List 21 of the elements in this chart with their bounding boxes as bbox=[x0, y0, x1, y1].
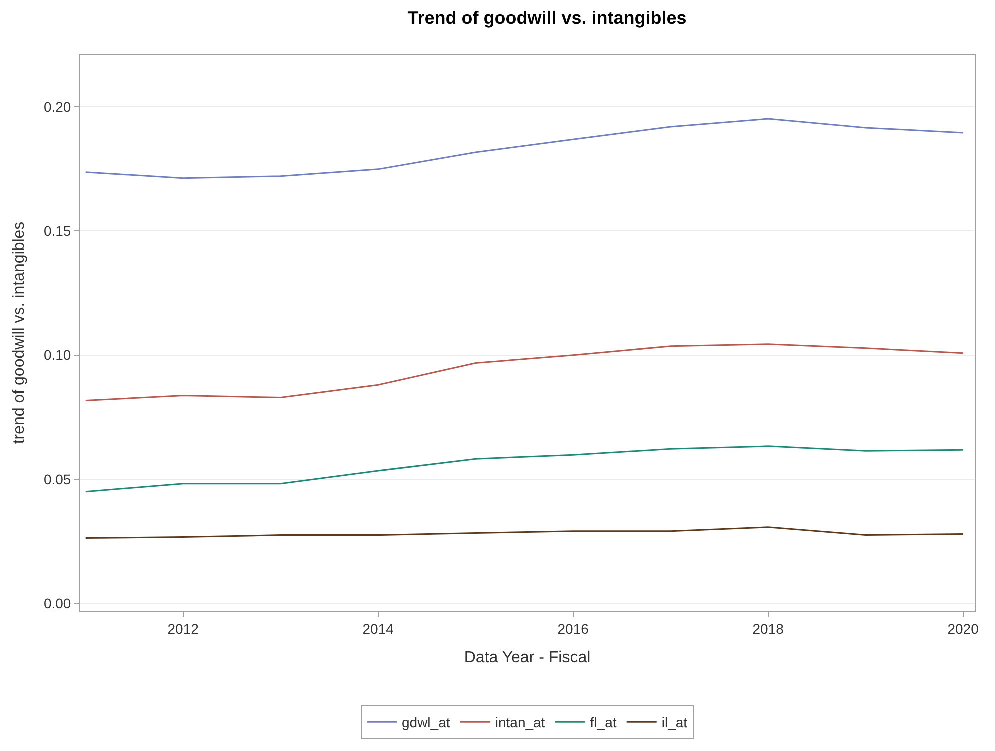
x-tick-label: 2014 bbox=[362, 620, 394, 637]
x-tick-label: 2016 bbox=[558, 620, 590, 637]
line-series bbox=[85, 118, 964, 180]
y-tick-label: 0.00 bbox=[44, 595, 72, 612]
x-tick-label: 2018 bbox=[752, 620, 784, 637]
x-tick-label: 2012 bbox=[168, 620, 200, 637]
y-axis-title: trend of goodwill vs. intangibles bbox=[10, 222, 28, 444]
line-series bbox=[85, 344, 964, 402]
y-tick-label: 0.20 bbox=[44, 99, 72, 116]
y-tick-label: 0.05 bbox=[44, 471, 72, 488]
legend-label: intan_at bbox=[495, 714, 546, 731]
x-tick-label: 2020 bbox=[948, 620, 980, 637]
y-tick-label: 0.10 bbox=[44, 347, 72, 364]
x-axis-title: Data Year - Fiscal bbox=[464, 650, 591, 666]
chart-title: Trend of goodwill vs. intangibles bbox=[408, 8, 687, 28]
legend-label: gdwl_at bbox=[402, 714, 450, 731]
line-series bbox=[85, 526, 964, 540]
line-series bbox=[85, 446, 964, 493]
y-tick-label: 0.15 bbox=[44, 223, 72, 240]
legend-label: il_at bbox=[662, 714, 688, 731]
legend-label: fl_at bbox=[590, 714, 617, 731]
